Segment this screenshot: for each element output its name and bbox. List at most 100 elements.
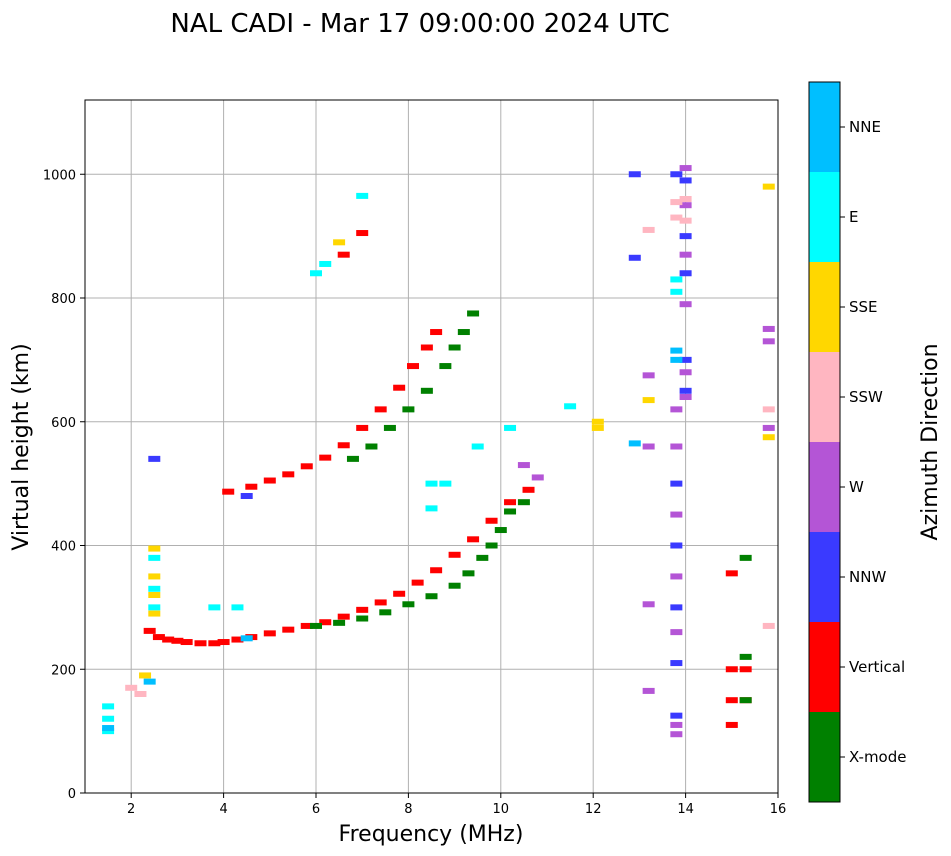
data-point-e: [564, 403, 577, 410]
data-point-nnw: [679, 177, 692, 184]
data-point-e: [208, 604, 221, 611]
y-tick-label: 200: [51, 663, 76, 678]
data-point-vertical: [411, 579, 424, 586]
x-tick-label: 12: [585, 802, 602, 817]
data-point-x-mode: [439, 363, 452, 370]
x-tick-label: 4: [219, 802, 227, 817]
y-tick-label: 800: [51, 292, 76, 307]
data-point-e: [425, 505, 438, 512]
plot-frame: [84, 99, 779, 794]
data-point-x-mode: [402, 601, 415, 608]
data-point-sse: [762, 183, 775, 190]
data-point-nnw: [628, 254, 641, 261]
data-point-w: [762, 325, 775, 332]
data-point-w: [679, 251, 692, 258]
data-point-e: [148, 585, 161, 592]
data-point-nnw: [679, 356, 692, 363]
data-point-x-mode: [739, 554, 752, 561]
data-point-ssw: [679, 217, 692, 224]
data-point-vertical: [282, 471, 295, 478]
data-point-x-mode: [310, 622, 322, 629]
data-point-vertical: [467, 536, 480, 543]
data-point-x-mode: [517, 499, 530, 506]
data-point-vertical: [356, 424, 369, 431]
data-point-w: [679, 394, 692, 400]
data-point-ssw: [670, 214, 683, 221]
plot-background: [85, 100, 778, 793]
data-point-vertical: [319, 619, 332, 626]
data-point-ssw: [670, 199, 683, 206]
data-point-w: [642, 601, 655, 608]
data-point-vertical: [725, 721, 738, 728]
data-point-nnw: [670, 604, 683, 611]
data-point-vertical: [374, 599, 387, 606]
data-point-sse: [642, 397, 655, 404]
x-axis-label: Frequency (MHz): [339, 822, 524, 847]
data-point-vertical: [245, 483, 258, 490]
data-point-vertical: [217, 639, 230, 646]
x-tick-label: 14: [677, 802, 694, 817]
chart-title: NAL CADI - Mar 17 09:00:00 2024 UTC: [170, 9, 669, 39]
data-point-e: [319, 260, 332, 267]
data-point-w: [670, 406, 683, 413]
data-point-w: [762, 338, 775, 345]
data-point-w: [670, 573, 683, 580]
data-point-ssw: [762, 622, 775, 629]
data-point-w: [642, 372, 655, 379]
data-point-ssw: [762, 406, 775, 413]
data-point-vertical: [522, 486, 535, 493]
colorbar-label-nne: NNE: [849, 118, 881, 136]
data-point-vertical: [337, 442, 350, 449]
data-point-vertical: [356, 606, 369, 613]
data-point-e: [670, 288, 683, 295]
data-point-vertical: [231, 636, 244, 643]
data-point-vertical: [420, 344, 433, 351]
colorbar-segment-nnw: [809, 532, 840, 622]
data-point-vertical: [171, 637, 184, 644]
data-point-nne: [628, 440, 641, 447]
data-point-x-mode: [379, 609, 392, 616]
data-point-sse: [591, 418, 604, 425]
data-point-nnw: [670, 712, 683, 719]
data-point-e: [102, 703, 115, 710]
data-point-e: [471, 443, 484, 450]
colorbar-segment-x-mode: [809, 712, 840, 802]
data-point-vertical: [222, 488, 235, 495]
colorbar: X-mode Vertical NNW W SSW SSE E NNE: [808, 81, 906, 803]
colorbar-segment-vertical: [809, 622, 840, 712]
data-point-e: [356, 192, 369, 199]
data-point-w: [670, 721, 683, 728]
data-point-nne: [102, 725, 115, 732]
colorbar-label-ssw: SSW: [849, 388, 883, 406]
data-point-x-mode: [457, 329, 470, 336]
data-point-vertical: [319, 454, 332, 461]
data-point-vertical: [152, 634, 165, 641]
data-point-vertical: [407, 363, 420, 370]
data-point-vertical: [725, 666, 738, 673]
data-point-nnw: [670, 171, 683, 178]
data-point-nne: [143, 678, 156, 685]
data-point-nne: [240, 635, 253, 642]
data-point-vertical: [430, 329, 443, 336]
data-point-w: [670, 443, 683, 450]
data-point-w: [670, 511, 683, 518]
data-point-x-mode: [448, 344, 461, 351]
data-point-vertical: [162, 636, 175, 643]
data-point-nne: [670, 356, 683, 363]
data-point-nnw: [628, 171, 641, 178]
data-point-w: [531, 474, 544, 481]
colorbar-segment-sse: [809, 262, 840, 352]
data-point-x-mode: [467, 310, 480, 317]
data-point-sse: [148, 545, 161, 552]
data-point-e: [504, 424, 517, 431]
data-point-e: [102, 728, 115, 735]
colorbar-label-vertical: Vertical: [849, 658, 905, 676]
data-point-sse: [148, 610, 161, 617]
x-tick-label: 10: [493, 802, 510, 817]
data-point-e: [231, 604, 244, 611]
data-point-vertical: [504, 499, 517, 506]
data-point-x-mode: [383, 424, 396, 431]
data-point-x-mode: [333, 619, 346, 626]
y-tick-label: 0: [68, 787, 76, 802]
